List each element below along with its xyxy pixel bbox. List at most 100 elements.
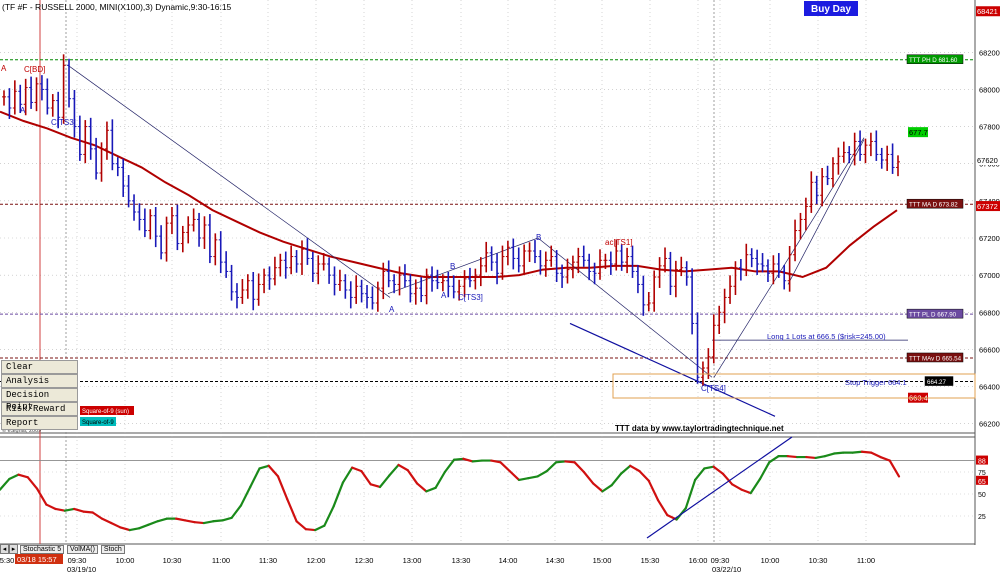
ohlc-bar bbox=[814, 175, 819, 205]
ohlc-bar bbox=[841, 141, 846, 163]
level-label: TTT MA D 673.82 bbox=[909, 202, 958, 209]
stoch-segment bbox=[517, 477, 530, 482]
stoch-segment bbox=[8, 473, 20, 481]
ohlc-bar bbox=[83, 120, 88, 164]
scroll-right-icon[interactable]: ▸ bbox=[9, 544, 18, 554]
stoch-segment bbox=[749, 477, 762, 495]
ohlc-bar bbox=[354, 275, 359, 304]
ohlc-bar bbox=[72, 89, 77, 138]
ohlc-bar bbox=[538, 250, 543, 275]
ohlc-bar bbox=[744, 243, 749, 277]
time-tick-label: 09:30 bbox=[711, 556, 730, 565]
stoch-segment bbox=[731, 483, 743, 491]
ohlc-bar bbox=[765, 259, 770, 283]
level-label: TTT MAv D 665.54 bbox=[909, 355, 962, 362]
tab-stoch[interactable]: Stoch bbox=[100, 545, 125, 554]
menu-clear-button[interactable]: Clear bbox=[1, 360, 78, 374]
menu-analysis-button[interactable]: Analysis bbox=[1, 374, 78, 388]
date-label: 03/19/10 bbox=[67, 565, 96, 574]
ohlc-bar bbox=[153, 206, 158, 248]
ohlc-bar bbox=[462, 270, 467, 298]
ohlc-bar bbox=[684, 261, 689, 286]
trend-line bbox=[787, 139, 865, 285]
ohlc-bar bbox=[370, 286, 375, 310]
ohlc-bar bbox=[782, 264, 787, 290]
stoch-segment bbox=[545, 461, 558, 473]
ohlc-bar bbox=[386, 260, 391, 288]
stoch-segment bbox=[137, 523, 150, 530]
stoch-segment bbox=[360, 470, 372, 486]
stoch-segment bbox=[740, 488, 752, 495]
time-tick-label: 09:30 bbox=[68, 556, 87, 565]
ohlc-bar bbox=[440, 274, 445, 292]
menu-report-button[interactable]: Report bbox=[1, 416, 78, 430]
ohlc-bar bbox=[896, 155, 900, 177]
stoch-segment bbox=[564, 460, 576, 464]
pivot-label: B bbox=[450, 262, 455, 271]
stoch-tick-label: 75 bbox=[978, 470, 986, 477]
ohlc-bar bbox=[39, 75, 44, 101]
ohlc-bar bbox=[240, 279, 245, 304]
stoch-segment bbox=[147, 520, 159, 526]
pivot-label: C[TS3] bbox=[51, 118, 76, 127]
stoch-segment bbox=[712, 465, 725, 475]
time-tick-label: 10:00 bbox=[761, 556, 780, 565]
stoch-segment bbox=[860, 450, 873, 454]
level-label: TTT PL D 667.90 bbox=[909, 312, 957, 319]
stoch-segment bbox=[156, 517, 168, 523]
time-tick-label: 14:30 bbox=[546, 556, 565, 565]
date-label: 03/22/10 bbox=[712, 565, 741, 574]
ohlc-bar bbox=[738, 258, 743, 281]
stoch-segment bbox=[128, 527, 141, 532]
stoch-segment bbox=[805, 455, 817, 460]
ohlc-bar bbox=[359, 279, 364, 303]
ohlc-bar bbox=[197, 212, 202, 247]
ohlc-bar bbox=[798, 212, 803, 240]
tab-volma[interactable]: VolMA() bbox=[67, 545, 98, 554]
study-tabs: ◂ ▸ Stochastic 5 VolMA() Stoch bbox=[0, 544, 126, 554]
ohlc-bar bbox=[717, 305, 722, 335]
context-menu: Clear Analysis Decision Point Risk/Rewar… bbox=[1, 360, 78, 430]
ohlc-bar bbox=[419, 277, 424, 303]
stoch-segment bbox=[202, 520, 215, 525]
tab-stochastic[interactable]: Stochastic 5 bbox=[19, 545, 65, 554]
ohlc-bar bbox=[673, 260, 678, 298]
stoch-segment bbox=[638, 470, 650, 482]
pivot-label: C[TS4] bbox=[701, 384, 726, 393]
scroll-left-icon[interactable]: ◂ bbox=[0, 544, 9, 554]
stoch-segment bbox=[406, 469, 419, 485]
pivot-label: A bbox=[441, 291, 447, 300]
stoch-segment bbox=[82, 510, 94, 514]
pivot-label: C[TS3] bbox=[458, 293, 483, 302]
stoch-segment bbox=[91, 511, 104, 520]
ohlc-bar bbox=[110, 119, 115, 171]
ohlc-bar bbox=[337, 269, 342, 291]
ohlc-bar bbox=[868, 132, 873, 157]
stoch-segment bbox=[119, 526, 131, 532]
ohlc-bar bbox=[587, 253, 592, 281]
stoch-segment bbox=[453, 457, 465, 461]
ohlc-bar bbox=[169, 206, 174, 235]
square-of-9-sun-label: Square-of-9 (sun) bbox=[82, 409, 129, 415]
stoch-segment bbox=[258, 464, 270, 470]
stoch-segment bbox=[601, 484, 613, 493]
time-tick-label: 10:30 bbox=[809, 556, 828, 565]
level-badge bbox=[906, 308, 964, 319]
ohlc-bar bbox=[316, 255, 321, 285]
ohlc-bar bbox=[191, 208, 196, 232]
ohlc-bar bbox=[56, 91, 61, 129]
menu-risk-reward-button[interactable]: Risk/Reward bbox=[1, 402, 78, 416]
price-badge bbox=[976, 201, 1000, 212]
trend-line bbox=[569, 322, 776, 417]
ohlc-bar bbox=[115, 157, 120, 177]
ohlc-bar bbox=[186, 216, 191, 244]
price-tick-label: 68200 bbox=[979, 48, 1000, 57]
stoch-segment bbox=[536, 470, 548, 478]
stoch-segment bbox=[221, 516, 233, 522]
credit-label: TTT data by www.taylortradingtechnique.n… bbox=[615, 424, 784, 433]
menu-decision-point-button[interactable]: Decision Point bbox=[1, 388, 78, 412]
ohlc-bar bbox=[793, 219, 798, 262]
ohlc-bar bbox=[321, 253, 326, 271]
